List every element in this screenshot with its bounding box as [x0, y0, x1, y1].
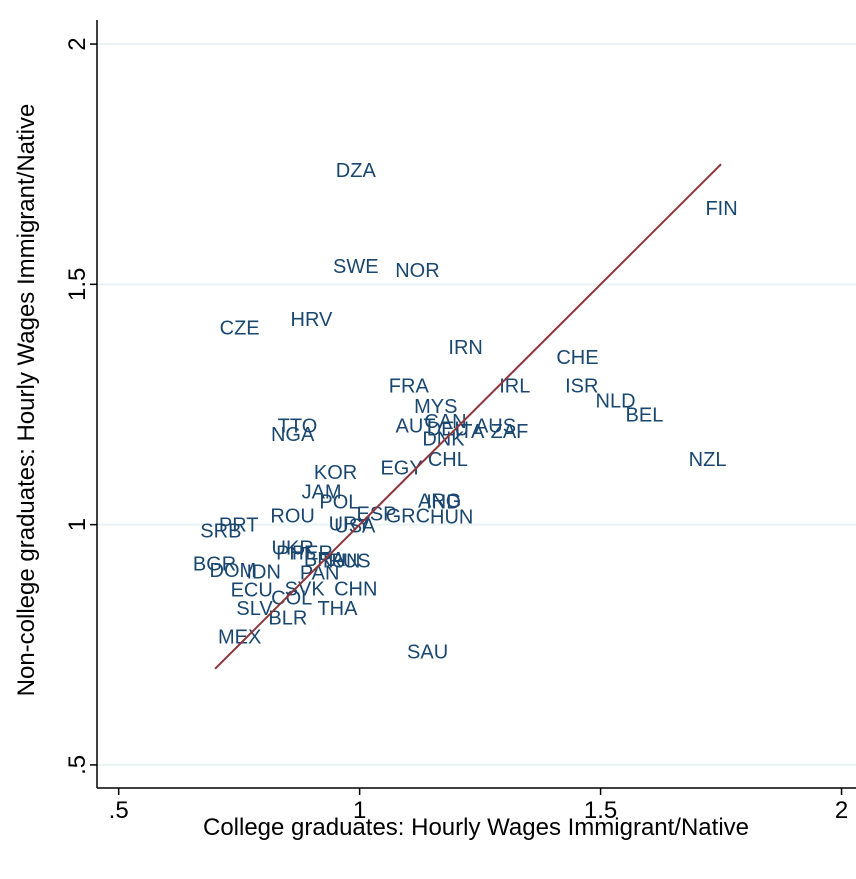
point-label: ISR — [565, 376, 598, 398]
point-label: DEU — [427, 419, 469, 441]
point-label: HRV — [291, 309, 334, 331]
point-label: BEL — [626, 405, 664, 427]
point-label: ESP — [356, 504, 396, 526]
x-axis-title: College graduates: Hourly Wages Immigran… — [203, 814, 749, 841]
x-tick-label: 2 — [835, 797, 848, 824]
point-label: PAN — [300, 563, 340, 585]
point-label: SLV — [236, 598, 273, 620]
point-label: ARG — [418, 491, 461, 513]
point-label: HUN — [430, 506, 473, 528]
y-tick-label: 1 — [64, 518, 91, 531]
point-label: ITA — [455, 421, 485, 443]
point-label: PHL — [276, 543, 315, 565]
point-label: SVK — [285, 579, 326, 601]
point-label: SAU — [407, 642, 448, 664]
x-tick-label: 1 — [353, 797, 366, 824]
point-label: SWE — [333, 256, 379, 278]
x-tick-label: .5 — [109, 797, 129, 824]
point-label: DZA — [336, 160, 377, 182]
point-label: RUS — [328, 551, 370, 573]
point-label: KOR — [314, 462, 357, 484]
point-label: ECU — [231, 580, 273, 602]
point-label: URY — [329, 514, 371, 536]
point-label: ZAF — [491, 421, 529, 443]
y-axis-title: Non-college graduates: Hourly Wages Immi… — [13, 104, 40, 697]
y-tick-label: .5 — [64, 755, 91, 775]
point-label: NOR — [395, 260, 439, 282]
point-label: UKR — [272, 538, 314, 560]
x-tick-label: 1.5 — [584, 797, 617, 824]
point-label: IND — [426, 492, 460, 514]
point-label: TUN — [319, 551, 360, 573]
point-label: THA — [317, 598, 358, 620]
point-label: BLR — [268, 607, 307, 629]
point-label: AUT — [396, 416, 436, 438]
point-label: CZE — [220, 318, 260, 340]
point-label: PER — [292, 543, 333, 565]
point-label: FRA — [389, 376, 430, 398]
point-label: NZL — [689, 449, 727, 471]
point-label: FIN — [705, 198, 737, 220]
point-label: TTO — [278, 416, 318, 438]
fit-line — [214, 163, 722, 670]
point-label: NGA — [271, 424, 315, 446]
point-label: GRC — [386, 505, 430, 527]
point-label: MYS — [414, 396, 457, 418]
point-label: SRB — [200, 520, 241, 542]
point-label: IDN — [247, 562, 281, 584]
point-label: POL — [319, 492, 359, 514]
point-label: CHN — [334, 579, 377, 601]
point-label: CHE — [556, 347, 598, 369]
point-label: DOM — [210, 560, 257, 582]
point-label: IRL — [499, 376, 530, 398]
point-label: IRN — [448, 337, 482, 359]
point-label: NLD — [596, 391, 636, 413]
point-label: USA — [334, 516, 376, 538]
point-label: BGR — [193, 554, 236, 576]
y-tick-label: 2 — [64, 37, 91, 50]
point-label: EGY — [380, 457, 422, 479]
point-label: COL — [271, 588, 312, 610]
point-label: ROU — [270, 505, 314, 527]
y-tick-label: 1.5 — [64, 268, 91, 301]
point-label: JAM — [302, 481, 342, 503]
point-label: CHL — [428, 449, 468, 471]
point-label: PRT — [219, 515, 259, 537]
point-label: AUS — [475, 416, 516, 438]
